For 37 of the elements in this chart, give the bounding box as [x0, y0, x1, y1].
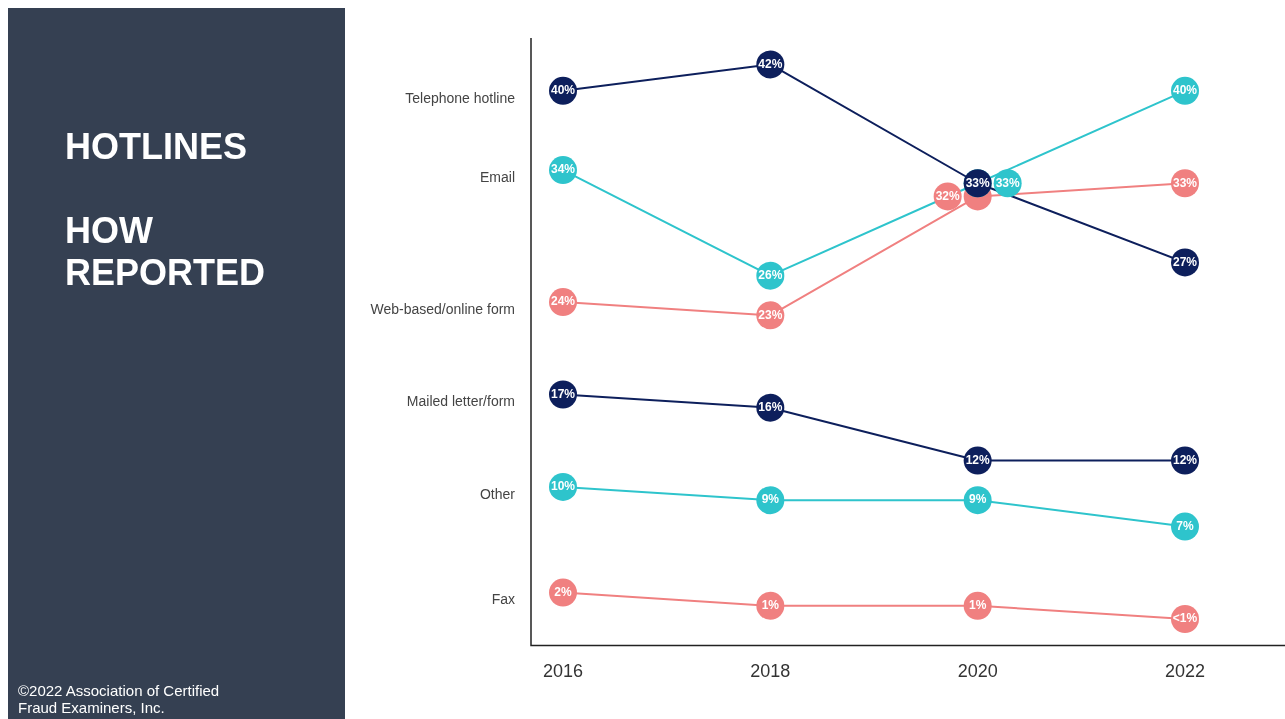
- x-tick-label: 2022: [1164, 661, 1206, 682]
- data-label: 34%: [550, 162, 576, 177]
- x-tick-label: 2016: [542, 661, 584, 682]
- text: Fax: [491, 591, 515, 608]
- data-label: 17%: [550, 386, 576, 401]
- data-label: 12%: [1172, 452, 1198, 467]
- data-label: 33%: [995, 175, 1020, 190]
- text: HOW REPORTED: [65, 210, 267, 294]
- data-label: 33%: [965, 175, 990, 190]
- data-label: 1%: [968, 598, 987, 613]
- text: Telephone hotline: [405, 89, 516, 106]
- data-label: 33%: [1172, 175, 1198, 190]
- data-label: 7%: [1176, 518, 1194, 533]
- data-label: 1%: [761, 598, 780, 613]
- text: Web-based/online form: [370, 300, 515, 317]
- data-label: 16%: [758, 400, 783, 415]
- data-label: 40%: [550, 83, 576, 98]
- data-label: 9%: [968, 492, 987, 507]
- data-label: 24%: [550, 294, 576, 309]
- text: Mailed letter/form: [406, 393, 515, 410]
- data-label: 12%: [965, 452, 990, 467]
- data-label: 26%: [758, 267, 783, 282]
- text: Other: [479, 485, 516, 502]
- data-label: 32%: [935, 188, 960, 203]
- data-label: 2%: [554, 584, 572, 599]
- data-label: 42%: [758, 56, 783, 71]
- data-label: 10%: [550, 479, 576, 494]
- data-label: 27%: [1172, 254, 1198, 269]
- data-label: 9%: [761, 492, 780, 507]
- data-label: 23%: [758, 307, 783, 322]
- data-label: <1%: [1172, 611, 1198, 626]
- data-label: 40%: [1172, 83, 1198, 98]
- x-tick-label: 2018: [750, 661, 791, 682]
- text: HOTLINES: [65, 126, 248, 168]
- text: ©2022 Association of Certified Fraud Examiners, Inc.: [18, 682, 221, 716]
- text: Email: [479, 168, 515, 185]
- x-tick-label: 2020: [957, 661, 998, 682]
